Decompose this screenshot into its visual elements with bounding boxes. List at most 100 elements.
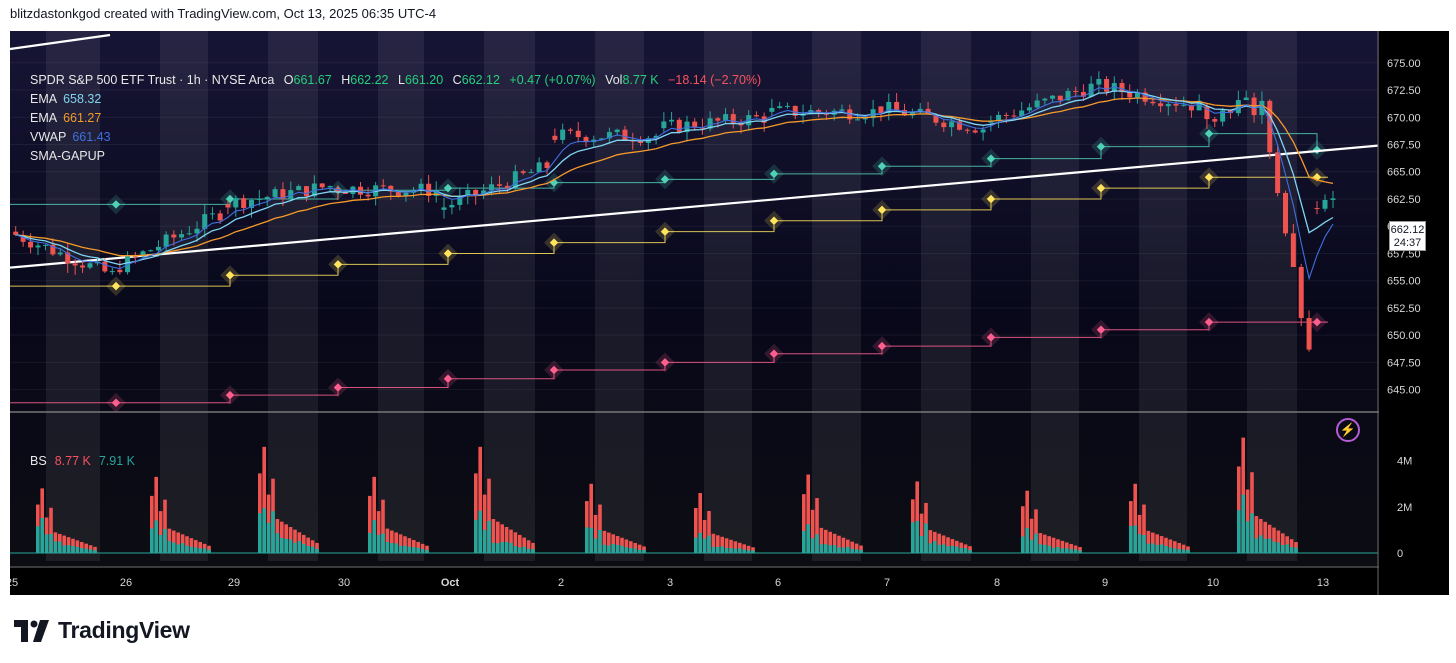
bs-bar-sell (1021, 506, 1025, 553)
bs-bar-sell (615, 536, 620, 553)
candle-body (1142, 92, 1148, 102)
bs-bar-buy (959, 547, 963, 553)
sma-gapup-row[interactable]: SMA-GAPUP (30, 147, 767, 166)
bs-bar-sell (189, 538, 194, 553)
bs-bar-sell (1177, 542, 1181, 553)
candle-body (202, 214, 208, 229)
candle-body (622, 129, 628, 141)
bs-bar-buy (751, 550, 755, 553)
bs-bar-sell (1073, 545, 1078, 553)
price-chart-svg[interactable]: 675.00672.50670.00667.50665.00662.50660.… (10, 31, 1449, 595)
bs-bar-sell (75, 540, 80, 553)
candle-body (209, 213, 215, 215)
bs-bar-sell (846, 539, 850, 553)
bs-bar-buy (1065, 548, 1069, 553)
bs-bar-sell (738, 542, 742, 553)
bs-bar-buy (815, 534, 819, 553)
bs-bar-sell (850, 541, 854, 553)
bs-bar-sell (518, 534, 522, 553)
bs-bar-buy (1263, 538, 1267, 553)
price-tick-label: 647.50 (1387, 357, 1421, 369)
candle-body (676, 119, 682, 133)
last-price-tag: 662.12 24:37 (1389, 221, 1426, 251)
ema-slow-line (15, 97, 1334, 257)
bs-bar-buy (1146, 543, 1151, 553)
candle-body (80, 265, 86, 268)
ohlc-row: SPDR S&P 500 ETF Trust · 1h · NYSE Arca … (30, 71, 767, 90)
candle-body (225, 204, 231, 208)
last-price: 662.12 (1390, 224, 1425, 236)
bs-bar-buy (509, 542, 513, 553)
price-axis-bg (1379, 31, 1449, 595)
bs-bar-buy (306, 546, 310, 553)
bs-bar-sell (919, 513, 924, 553)
bs-bar-sell (837, 535, 841, 553)
bs-bar-sell (390, 530, 394, 553)
bs-bar-buy (742, 549, 746, 553)
bs-bar-buy (71, 545, 75, 553)
time-tick-label: 9 (1102, 577, 1108, 589)
bs-bar-buy (394, 543, 398, 553)
bs-bar-sell (629, 541, 633, 553)
brand-logo[interactable]: TradingView (14, 617, 190, 644)
candle-body (669, 119, 675, 122)
ema-slow-row[interactable]: EMA 661.27 (30, 109, 767, 128)
ema-fast-row[interactable]: EMA 658.32 (30, 90, 767, 109)
bs-bar-buy (1285, 544, 1289, 553)
candle-body (528, 172, 534, 174)
price-tick-label: 667.50 (1387, 140, 1421, 152)
bs-bar-buy (84, 548, 88, 553)
candle-body (560, 129, 566, 140)
vwap-row[interactable]: VWAP 661.43 (30, 128, 767, 147)
ema-slow-value: 661.27 (63, 111, 102, 125)
candle-body (1158, 103, 1164, 107)
bs-bar-sell (80, 542, 84, 553)
bs-bar-sell (398, 534, 403, 553)
bs-bar-buy (1237, 510, 1241, 553)
candle-body (1188, 104, 1194, 111)
bs-bar-buy (637, 549, 642, 553)
candle-body (327, 186, 333, 188)
bs-bar-buy (158, 534, 163, 553)
bs-bar-sell (198, 541, 202, 553)
bs-bar-buy (58, 541, 62, 553)
candle-body (964, 129, 970, 131)
candle-body (1204, 106, 1210, 120)
candle-body (433, 190, 439, 196)
candle-body (777, 106, 783, 108)
bs-bar-buy (1241, 494, 1245, 553)
bs-bar-buy (1069, 549, 1073, 553)
candle-body (614, 129, 620, 133)
bs-bar-sell (815, 498, 819, 553)
symbol-title[interactable]: SPDR S&P 500 ETF Trust · 1h · NYSE Arca (30, 73, 275, 87)
bs-bar-sell (806, 474, 810, 553)
candle-body (35, 245, 41, 248)
ema-slow-label: EMA (30, 111, 58, 125)
bs-bar-buy (390, 543, 394, 553)
candle-body (723, 114, 729, 121)
bs-bar-buy (919, 535, 924, 553)
session-band (46, 31, 100, 561)
bs-legend[interactable]: BS 8.77 K 7.91 K (30, 454, 143, 468)
bs-bar-buy (1073, 549, 1078, 553)
bs-tick-label: 2M (1397, 502, 1412, 514)
bs-bar-sell (1245, 489, 1250, 553)
sma-gapup-pink-marker (1312, 317, 1322, 327)
bs-bar-sell (1155, 534, 1159, 553)
bs-bar-buy (854, 549, 859, 553)
bs-bar-buy (385, 541, 390, 553)
bs-bar-sell (824, 529, 828, 553)
candle-body (42, 244, 48, 246)
price-tick-label: 655.00 (1387, 276, 1421, 288)
bs-bar-sell (306, 537, 310, 553)
bs-bar-buy (262, 508, 266, 553)
sma-gapup-pink-marker (877, 341, 887, 351)
candle-body (638, 141, 644, 143)
chart-panel[interactable]: 675.00672.50670.00667.50665.00662.50660.… (10, 31, 1449, 595)
bs-bar-sell (1025, 490, 1029, 553)
lightning-icon[interactable]: ⚡ (1336, 418, 1360, 442)
candle-body (102, 261, 108, 272)
candle-body (319, 183, 325, 188)
candle-body (520, 171, 526, 173)
candle-body (996, 114, 1002, 121)
